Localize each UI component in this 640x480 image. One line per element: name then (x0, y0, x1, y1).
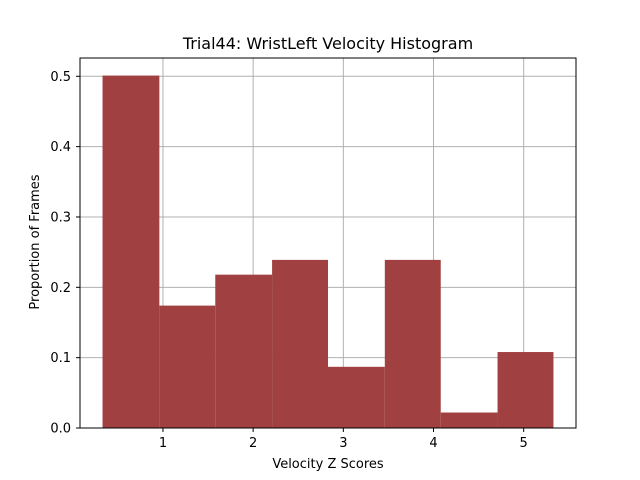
chart-title: Trial44: WristLeft Velocity Histogram (182, 34, 473, 53)
ticks: 1 2 3 4 5 0.0 0.1 0.2 0.3 0.4 0.5 (50, 70, 528, 451)
histogram-bar-5 (328, 366, 385, 428)
x-tick-label-3: 3 (339, 436, 347, 451)
y-axis-label: Proportion of Frames (28, 174, 43, 309)
y-tick-label-1: 0.0 (50, 422, 71, 437)
x-tick-label-2: 2 (249, 436, 257, 451)
plot-frame (79, 57, 577, 429)
histogram-bar-3 (215, 274, 273, 428)
y-tick-label-5: 0.4 (50, 140, 71, 155)
histogram-bar-1 (102, 75, 160, 429)
grid (80, 58, 576, 429)
x-tick-label-4: 4 (429, 436, 437, 451)
y-tick-label-6: 0.5 (50, 70, 71, 85)
histogram-bar-7 (440, 412, 498, 428)
histogram-bar-8 (497, 352, 554, 428)
x-tick-label-5: 5 (520, 436, 528, 451)
histogram-bar-2 (159, 305, 216, 428)
bars (102, 75, 554, 429)
histogram-bar-6 (384, 259, 441, 428)
y-tick-label-2: 0.1 (50, 351, 71, 366)
y-tick-label-4: 0.3 (50, 210, 71, 225)
x-axis-label: Velocity Z Scores (272, 457, 384, 472)
y-tick-label-3: 0.2 (50, 281, 71, 296)
x-tick-label-1: 1 (159, 436, 167, 451)
histogram-bar-4 (272, 259, 328, 428)
